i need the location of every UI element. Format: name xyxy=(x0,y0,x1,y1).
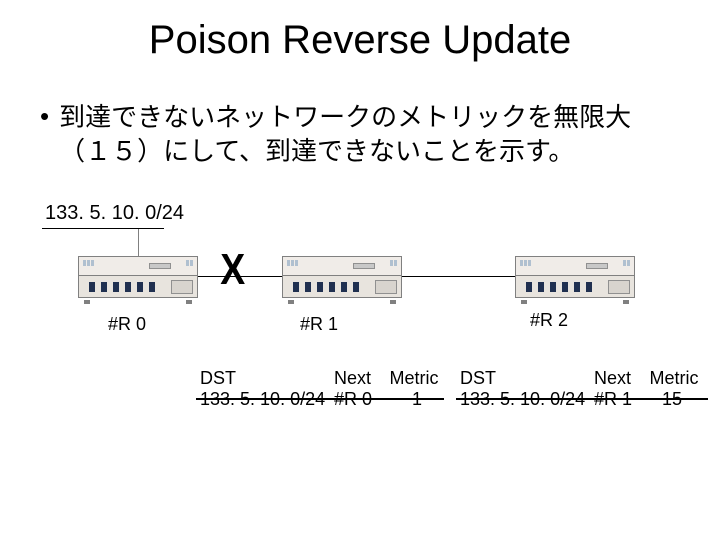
col-metric-header: Metric xyxy=(646,368,702,389)
bullet-text: 到達できないネットワークのメトリックを無限大 （１５）にして、到達できないことを… xyxy=(59,100,690,168)
col-dst-header: DST xyxy=(200,368,330,389)
col-dst-header: DST xyxy=(460,368,590,389)
table-header: DST Next Metric xyxy=(200,368,442,389)
strikethrough-line xyxy=(456,398,708,400)
router-r2 xyxy=(515,256,635,302)
router-r0 xyxy=(78,256,198,302)
network-label: 133. 5. 10. 0/24 xyxy=(45,202,184,225)
col-next-header: Next xyxy=(334,368,382,389)
link-r1-r2 xyxy=(402,276,515,277)
col-next-header: Next xyxy=(594,368,642,389)
bullet-item: • 到達できないネットワークのメトリックを無限大 （１５）にして、到達できないこ… xyxy=(40,100,690,168)
table-header: DST Next Metric xyxy=(460,368,702,389)
router-r1-label: #R 1 xyxy=(300,314,338,335)
router-r0-label: #R 0 xyxy=(108,314,146,335)
bullet-marker: • xyxy=(40,100,49,132)
routing-table-r2: DST Next Metric 133. 5. 10. 0/24 #R 1 15 xyxy=(460,368,702,410)
slide-title: Poison Reverse Update xyxy=(0,18,720,63)
router-r1 xyxy=(282,256,402,302)
router-r2-label: #R 2 xyxy=(530,310,568,331)
strikethrough-line xyxy=(196,398,444,400)
routing-table-r1: DST Next Metric 133. 5. 10. 0/24 #R 0 1 xyxy=(200,368,442,410)
col-metric-header: Metric xyxy=(386,368,442,389)
link-failure-x-icon: X xyxy=(220,245,245,295)
